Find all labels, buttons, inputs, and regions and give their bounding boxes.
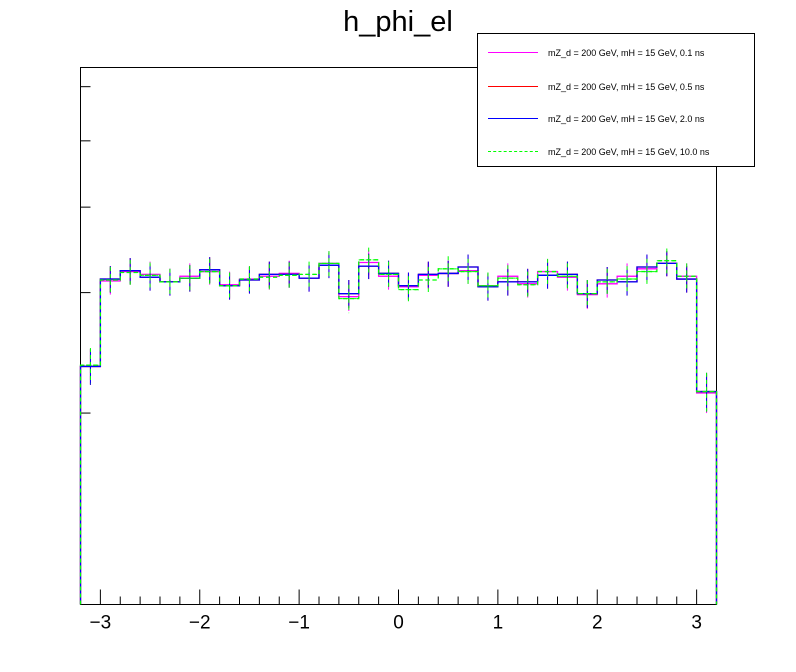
histogram-line	[79, 261, 718, 605]
x-tick-label: −3	[90, 613, 112, 634]
legend-swatch	[488, 86, 538, 87]
legend-entry: mZ_d = 200 GeV, mH = 15 GeV, 2.0 ns	[478, 112, 756, 126]
x-tick-label: −1	[288, 613, 310, 634]
histogram-line	[79, 262, 718, 605]
legend: mZ_d = 200 GeV, mH = 15 GeV, 0.1 ns mZ_d…	[477, 33, 755, 167]
legend-label: mZ_d = 200 GeV, mH = 15 GeV, 2.0 ns	[548, 114, 705, 124]
series-group	[79, 247, 718, 605]
legend-entry: mZ_d = 200 GeV, mH = 15 GeV, 0.1 ns	[478, 46, 756, 60]
legend-entry: mZ_d = 200 GeV, mH = 15 GeV, 0.5 ns	[478, 80, 756, 94]
legend-swatch	[488, 52, 538, 53]
series-3	[79, 247, 718, 605]
x-tick-label: 0	[393, 613, 404, 634]
legend-entry: mZ_d = 200 GeV, mH = 15 GeV, 10.0 ns	[478, 145, 756, 159]
legend-label: mZ_d = 200 GeV, mH = 15 GeV, 0.1 ns	[548, 48, 705, 58]
x-tick-label: 3	[691, 613, 702, 634]
histogram-line	[79, 262, 718, 605]
series-0	[79, 250, 718, 605]
x-tick-label: 1	[493, 613, 504, 634]
chart-title: h_phi_el	[343, 6, 453, 38]
legend-label: mZ_d = 200 GeV, mH = 15 GeV, 10.0 ns	[548, 147, 710, 157]
histogram-line	[79, 259, 718, 605]
series-1	[79, 251, 718, 605]
legend-swatch	[488, 151, 538, 152]
legend-label: mZ_d = 200 GeV, mH = 15 GeV, 0.5 ns	[548, 82, 705, 92]
x-tick-label: −2	[189, 613, 211, 634]
legend-swatch	[488, 118, 538, 119]
series-2	[79, 251, 718, 605]
x-tick-label: 2	[592, 613, 603, 634]
axes: −3 −2 −1 0 1 2 3	[80, 86, 717, 634]
